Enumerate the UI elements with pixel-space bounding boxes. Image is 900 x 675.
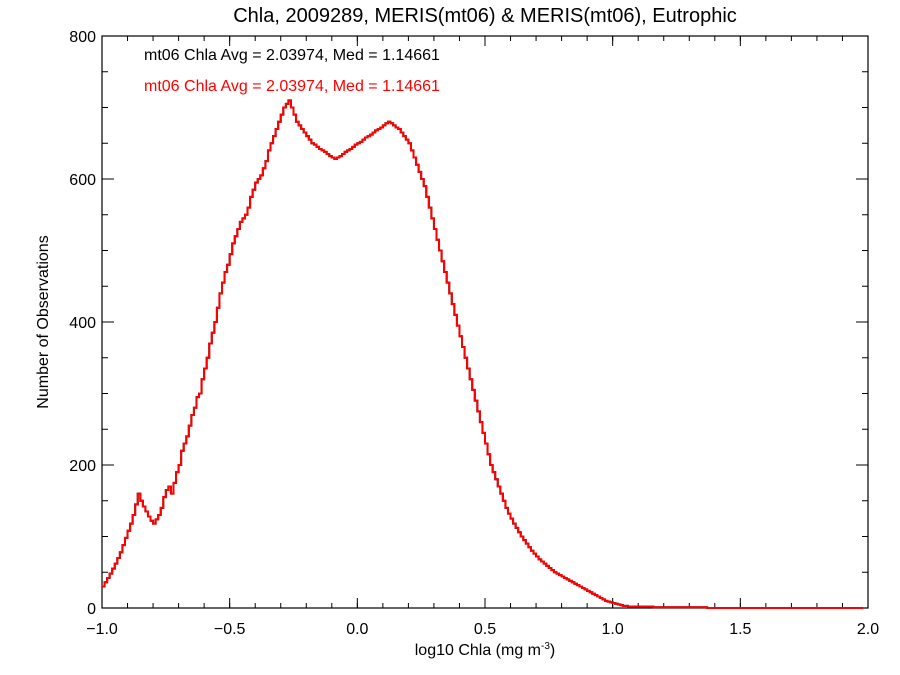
x-tick-label: 0.0 bbox=[346, 621, 368, 638]
x-tick-label: 1.0 bbox=[602, 621, 624, 638]
x-tick-label: −1.0 bbox=[86, 621, 118, 638]
x-tick-label: −0.5 bbox=[214, 621, 246, 638]
x-axis: −1.0 −0.5 0.0 0.5 1.0 1.5 2.0 bbox=[86, 36, 879, 638]
x-tick-label: 2.0 bbox=[857, 621, 879, 638]
y-tick-label: 400 bbox=[69, 315, 96, 332]
y-tick-label: 0 bbox=[87, 601, 96, 618]
series-line-1 bbox=[102, 99, 863, 609]
y-axis: 0 200 400 600 800 bbox=[69, 29, 868, 618]
chart-title: Chla, 2009289, MERIS(mt06) & MERIS(mt06)… bbox=[233, 5, 737, 27]
series-line-0 bbox=[102, 99, 863, 609]
y-tick-label: 200 bbox=[69, 458, 96, 475]
legend-entry-black: mt06 Chla Avg = 2.03974, Med = 1.14661 bbox=[144, 47, 440, 64]
y-axis-label: Number of Observations bbox=[35, 235, 52, 408]
legend-entry-red: mt06 Chla Avg = 2.03974, Med = 1.14661 bbox=[144, 78, 440, 95]
y-tick-label: 600 bbox=[69, 172, 96, 189]
x-axis-label: log10 Chla (mg m-3) bbox=[415, 641, 556, 659]
x-tick-label: 0.5 bbox=[474, 621, 496, 638]
series-layer bbox=[102, 99, 863, 609]
x-tick-label: 1.5 bbox=[729, 621, 751, 638]
y-tick-label: 800 bbox=[69, 29, 96, 46]
